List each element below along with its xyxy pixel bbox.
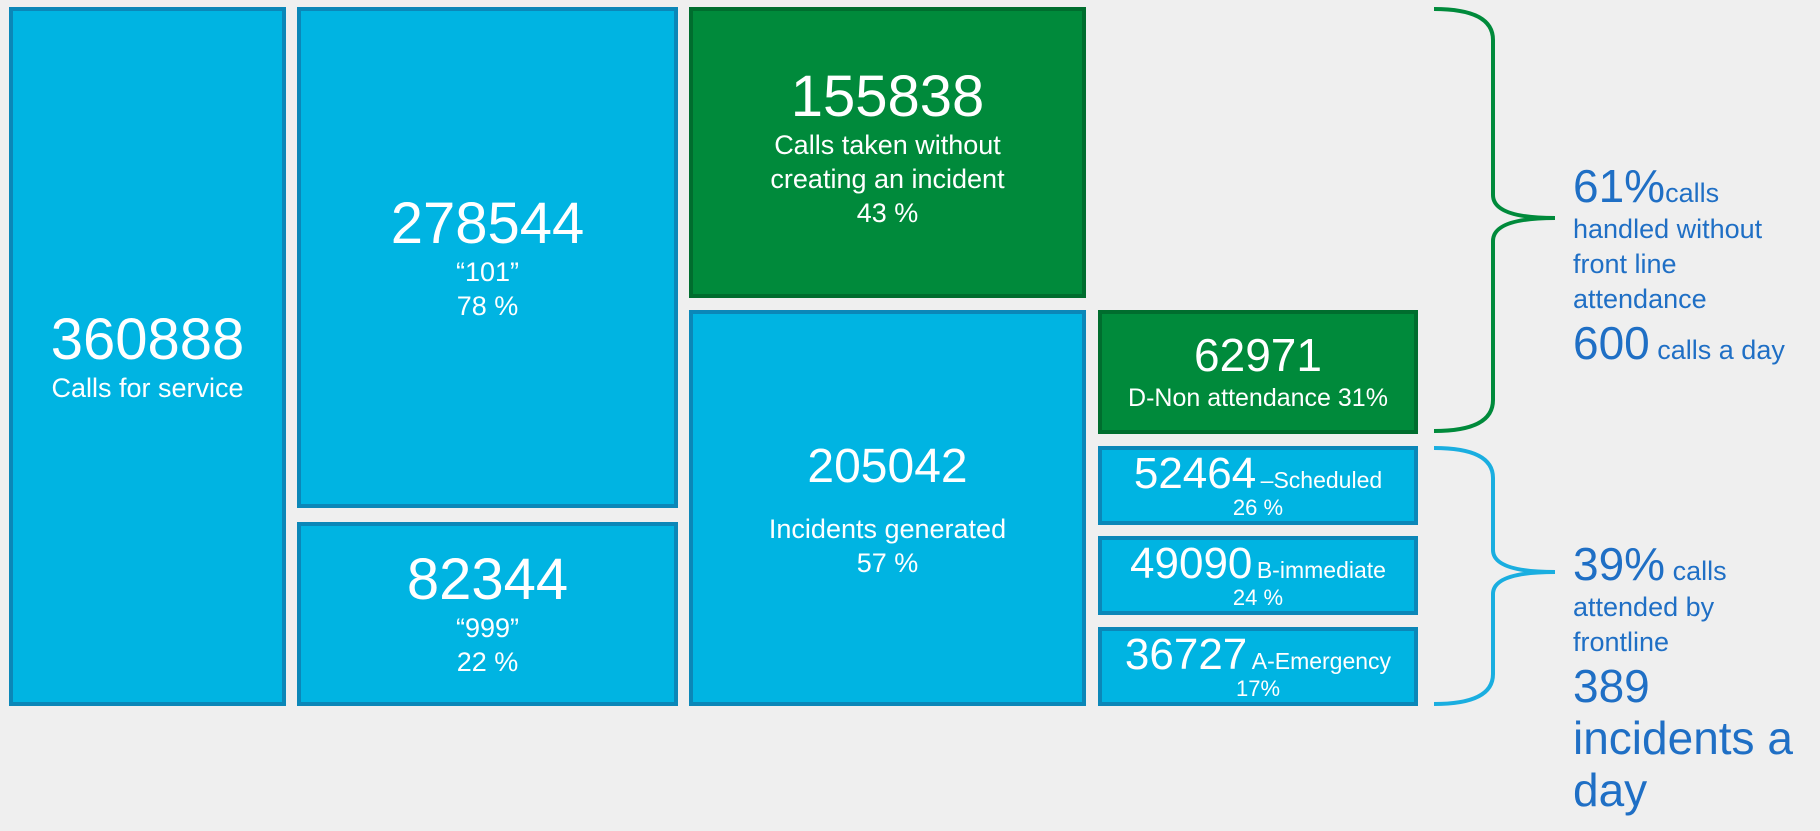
box: 52464 –Scheduled 26 % <box>1098 446 1418 525</box>
box: 49090 B-immediate 24 % <box>1098 536 1418 615</box>
daily: 600 <box>1573 317 1650 369</box>
blue-brace <box>1433 446 1556 706</box>
box-label: “101” <box>455 256 520 287</box>
box: 278544 “101” 78 % <box>297 7 678 508</box>
box-number: 36727 <box>1124 629 1248 679</box>
box: 82344 “999” 22 % <box>297 522 678 706</box>
box-label: B-immediate <box>1256 556 1386 583</box>
box-number: 82344 <box>406 547 569 612</box>
green-brace <box>1433 7 1556 433</box>
box-number: 278544 <box>390 190 585 256</box>
box-label: –Scheduled <box>1260 466 1383 493</box>
box-percent: 17% <box>1235 675 1281 701</box>
box-number: 205042 <box>807 440 968 493</box>
box-number: 360888 <box>50 306 245 372</box>
summary: 61%calls handled without front line atte… <box>1573 160 1813 369</box>
box-number: 52464 <box>1133 448 1257 498</box>
box: 62971 D-Non attendance 31% <box>1098 310 1418 434</box>
box: 36727 A-Emergency 17% <box>1098 627 1418 706</box>
box: 155838 Calls taken without creating an i… <box>689 7 1086 298</box>
box-percent: 78 % <box>456 290 519 321</box>
daily-text: incidents a day <box>1573 712 1793 816</box>
box-percent: 26 % <box>1232 494 1284 520</box>
box: 360888 Calls for service <box>9 7 286 706</box>
box-label: “999” <box>455 613 520 643</box>
box: 205042 Incidents generated 57 % <box>689 310 1086 706</box>
box-label: A-Emergency <box>1251 647 1392 674</box>
share: 39% <box>1573 538 1666 590</box>
box-number: 155838 <box>790 64 985 129</box>
box-label: Incidents generated <box>768 514 1007 544</box>
share-text: calls handled without front line attenda… <box>1573 178 1763 314</box>
box-number: 49090 <box>1130 538 1253 588</box>
box-number: 62971 <box>1194 329 1322 381</box>
box-label: Calls taken without creating an incident <box>770 130 1005 194</box>
share: 61% <box>1573 160 1666 212</box>
box-percent: 22 % <box>456 647 519 677</box>
share-text: calls attended by frontline <box>1573 556 1727 657</box>
daily-text: calls a day <box>1657 335 1785 365</box>
daily: 389 <box>1573 660 1650 712</box>
box-percent: 24 % <box>1232 584 1284 610</box>
box-percent: 57 % <box>856 548 919 578</box>
summary: 39% calls attended by frontline 389 inci… <box>1573 538 1813 816</box>
box-percent: 43 % <box>856 198 919 228</box>
box-label: Calls for service <box>51 372 244 403</box>
box-label: D-Non attendance 31% <box>1128 384 1388 412</box>
